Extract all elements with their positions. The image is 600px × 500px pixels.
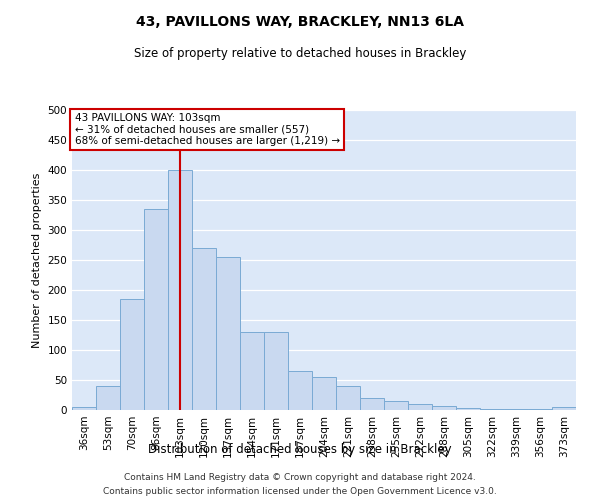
Text: 43 PAVILLONS WAY: 103sqm
← 31% of detached houses are smaller (557)
68% of semi-: 43 PAVILLONS WAY: 103sqm ← 31% of detach… [74,113,340,146]
Text: Distribution of detached houses by size in Brackley: Distribution of detached houses by size … [148,442,452,456]
Bar [144,209,168,410]
Bar [72,407,96,410]
Bar [504,409,528,410]
Bar [336,386,360,410]
Bar [96,386,120,410]
Bar [432,406,456,410]
Bar [480,409,504,410]
Bar [120,299,144,410]
Bar [192,248,216,410]
Bar [216,257,240,410]
Bar [384,401,408,410]
Text: Contains public sector information licensed under the Open Government Licence v3: Contains public sector information licen… [103,488,497,496]
Bar [240,332,264,410]
Text: 43, PAVILLONS WAY, BRACKLEY, NN13 6LA: 43, PAVILLONS WAY, BRACKLEY, NN13 6LA [136,15,464,29]
Text: Size of property relative to detached houses in Brackley: Size of property relative to detached ho… [134,48,466,60]
Bar [360,398,384,410]
Bar [552,407,576,410]
Bar [456,408,480,410]
Text: Contains HM Land Registry data © Crown copyright and database right 2024.: Contains HM Land Registry data © Crown c… [124,472,476,482]
Bar [264,332,288,410]
Bar [312,377,336,410]
Bar [288,371,312,410]
Bar [168,170,192,410]
Bar [408,404,432,410]
Y-axis label: Number of detached properties: Number of detached properties [32,172,42,348]
